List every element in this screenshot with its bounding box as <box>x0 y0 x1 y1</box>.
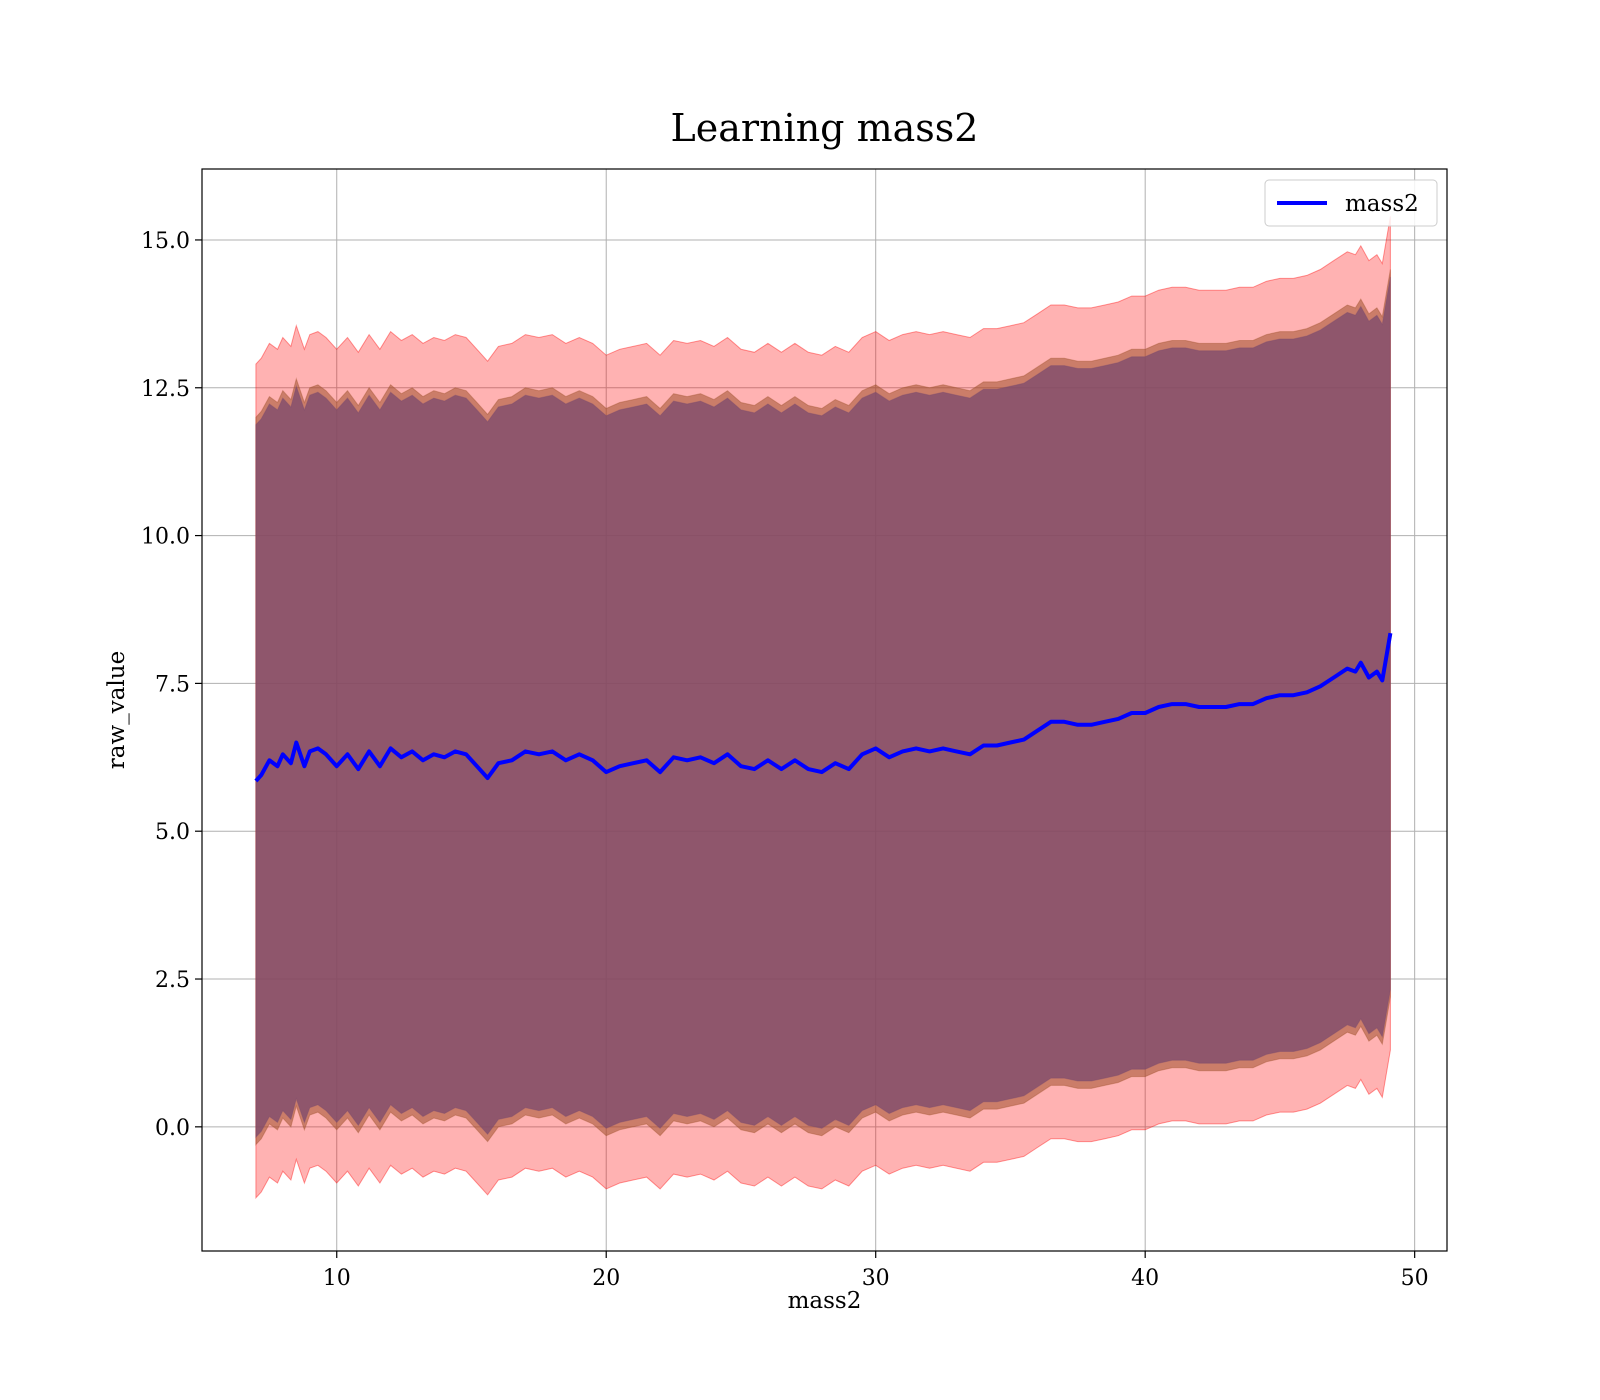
y-tick-label: 12.5 <box>141 377 190 402</box>
series-lines <box>254 632 1393 783</box>
x-axis-ticks: 10 20 30 40 50 <box>323 1251 1429 1291</box>
x-tick-label: 40 <box>1131 1266 1159 1291</box>
x-axis-label: mass2 <box>788 1288 862 1314</box>
confidence-bands <box>255 216 1391 1200</box>
y-tick-label: 15.0 <box>141 229 190 254</box>
y-tick-label: 2.5 <box>155 968 190 993</box>
plot-frame <box>201 168 1448 1252</box>
chart-title: Learning mass2 <box>671 106 979 150</box>
x-tick-label: 10 <box>323 1266 351 1291</box>
x-tick-label: 30 <box>862 1266 890 1291</box>
legend: mass2 <box>1264 179 1438 227</box>
y-tick-label: 0.0 <box>155 1116 190 1141</box>
series-line-mass2 <box>254 632 1393 783</box>
y-axis-label: raw_value <box>104 651 130 769</box>
x-tick-label: 50 <box>1401 1266 1429 1291</box>
y-tick-label: 7.5 <box>155 672 190 697</box>
y-tick-label: 10.0 <box>141 525 190 550</box>
x-tick-label: 20 <box>592 1266 620 1291</box>
legend-label-mass2: mass2 <box>1345 191 1419 217</box>
legend-box <box>1264 179 1438 227</box>
y-axis-ticks: 0.0 2.5 5.0 7.5 10.0 12.5 15.0 <box>141 229 202 1141</box>
y-tick-label: 5.0 <box>155 820 190 845</box>
band-inner <box>255 276 1391 1139</box>
